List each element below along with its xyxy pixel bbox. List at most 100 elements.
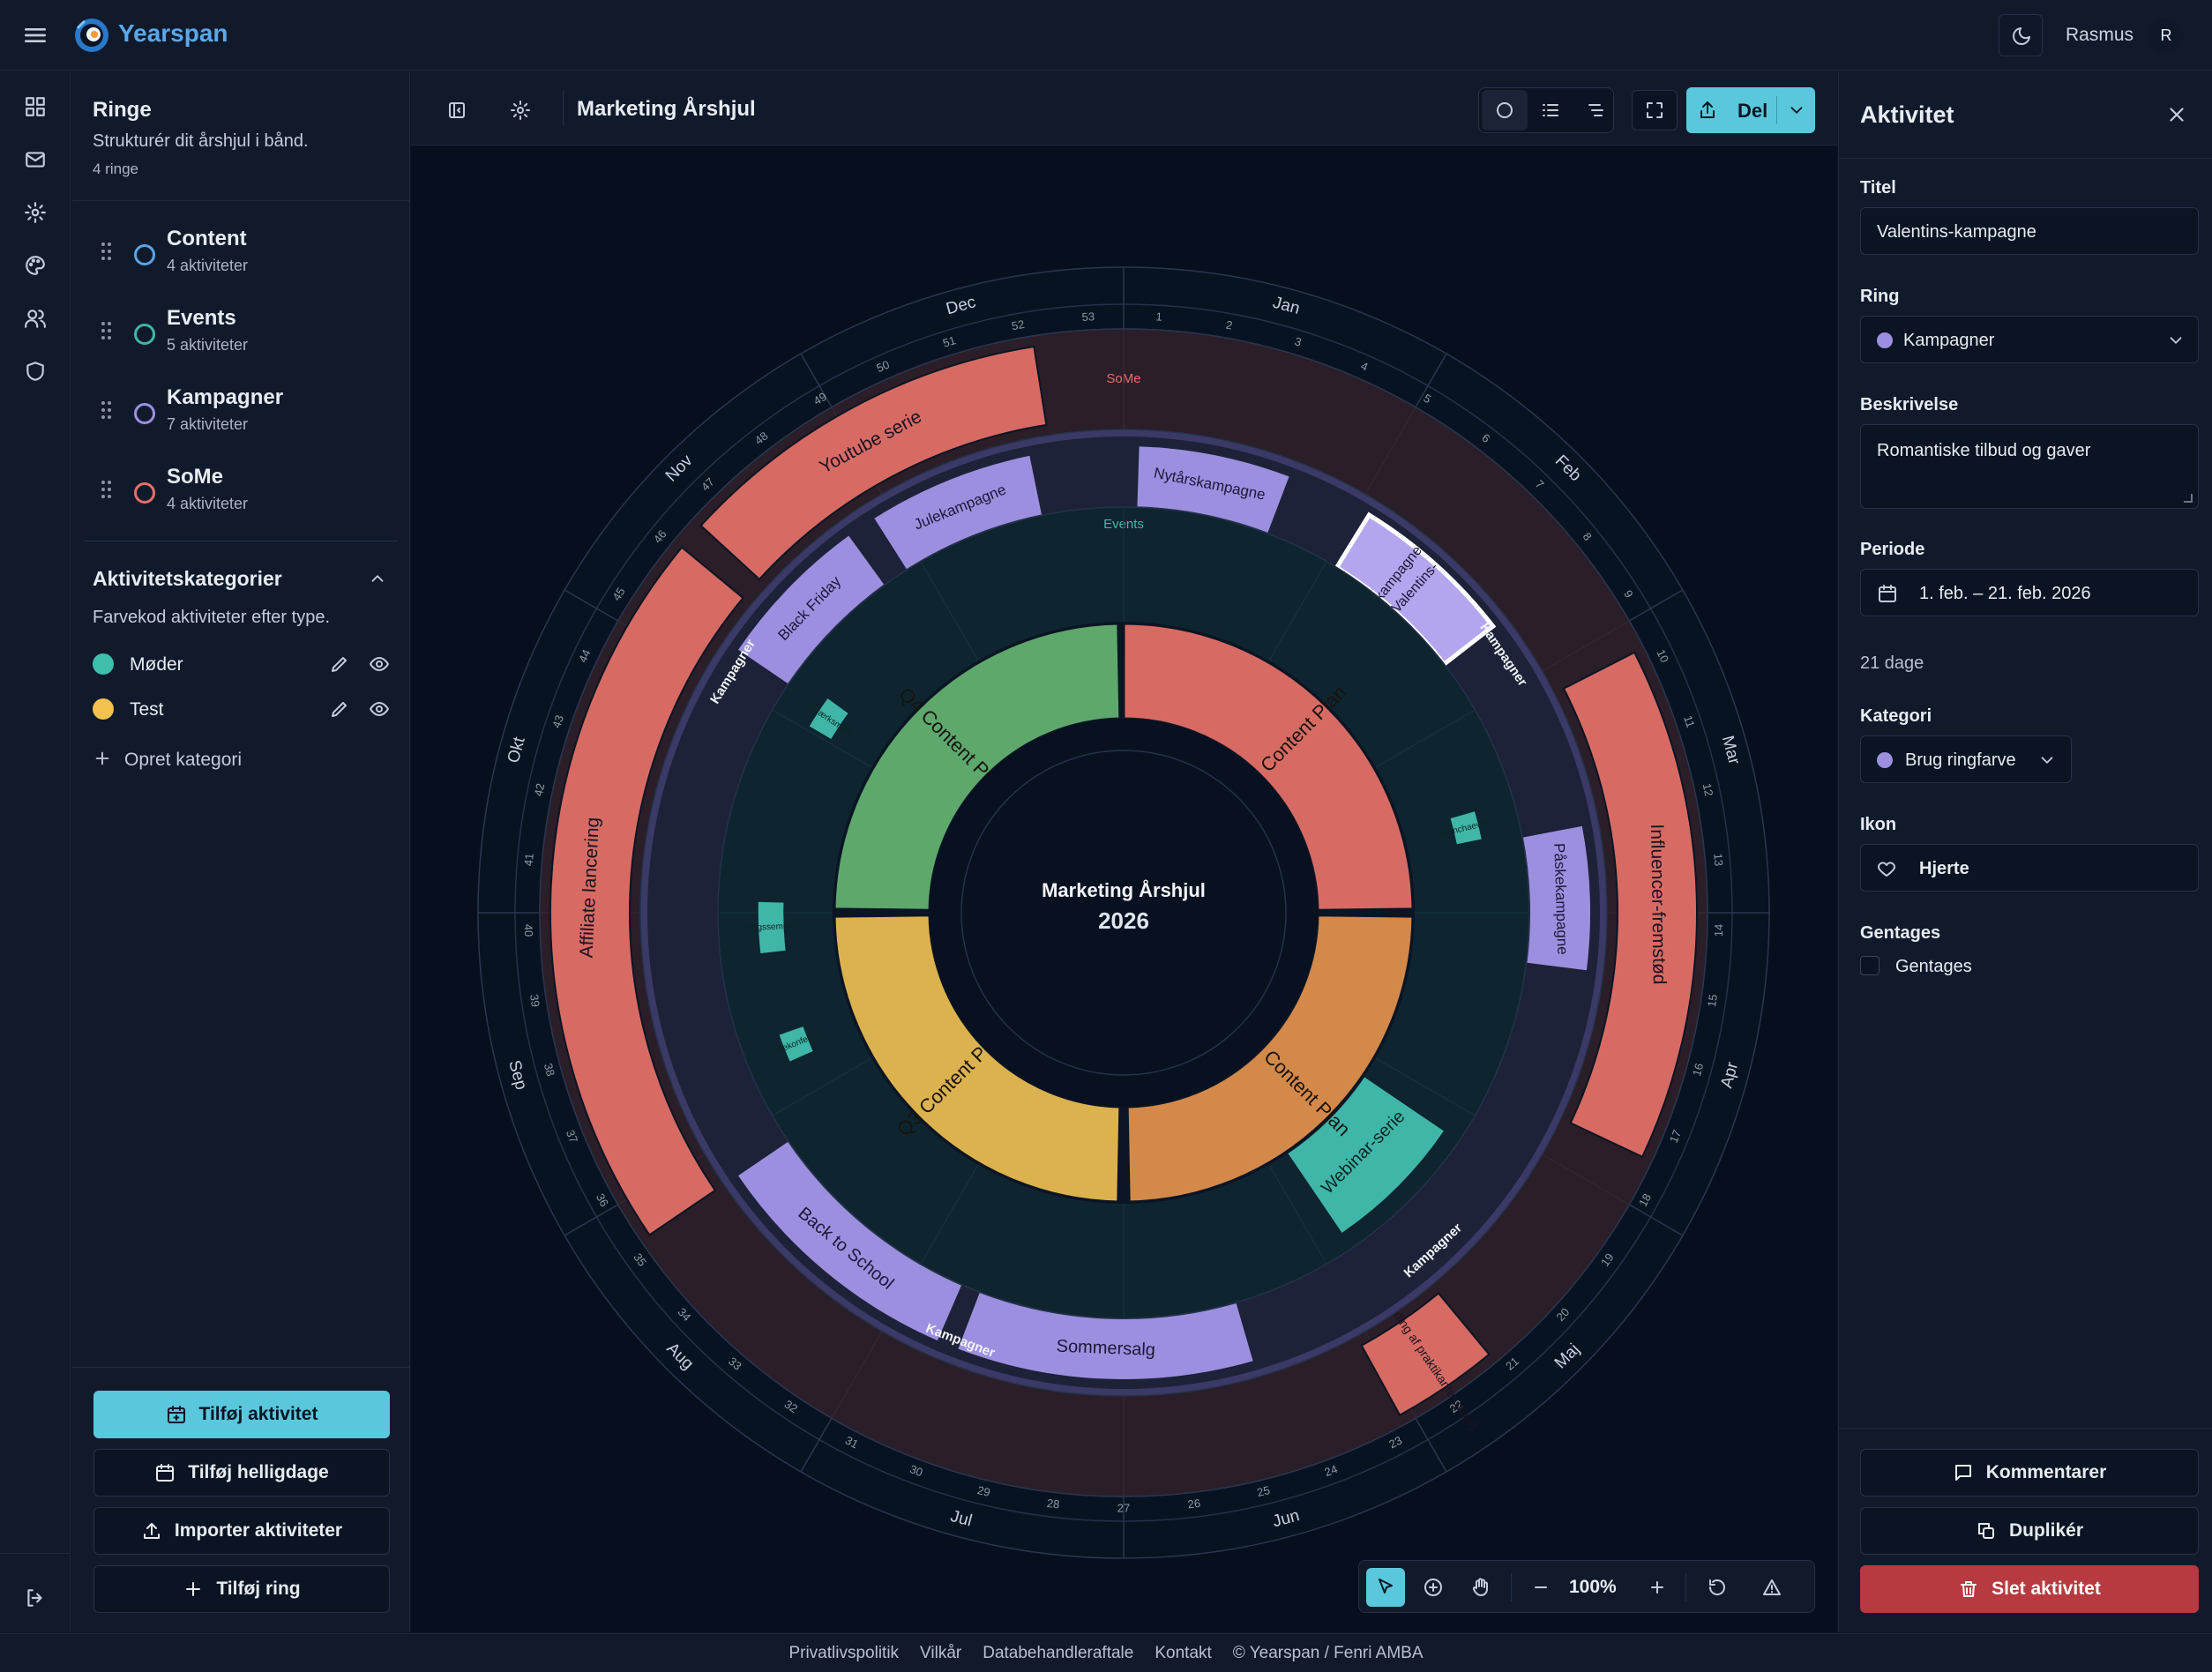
drag-handle-icon[interactable] (101, 322, 112, 340)
toggle-sidebar-button[interactable] (434, 90, 480, 131)
select-tool-button[interactable] (1366, 1568, 1405, 1607)
icon-value: Hjerte (1919, 859, 1969, 878)
week-label: 30 (908, 1462, 925, 1479)
add-point-tool-button[interactable] (1414, 1568, 1453, 1607)
repeat-checkbox-label: Gentages (1895, 957, 1972, 976)
warnings-button[interactable] (1752, 1568, 1791, 1607)
import-activities-button[interactable]: Importer aktiviteter (93, 1507, 390, 1555)
avatar[interactable]: R (2148, 18, 2184, 53)
events-grid-line (920, 1164, 979, 1265)
add-activity-button[interactable]: Tilføj aktivitet (93, 1391, 390, 1438)
ring-color-icon (134, 482, 155, 504)
ring-value: Kampagner (1903, 331, 1995, 350)
settings-icon[interactable] (24, 201, 47, 224)
view-circle-button[interactable] (1482, 90, 1528, 131)
period-picker[interactable]: 1. feb. – 21. feb. 2026 (1860, 569, 2199, 616)
dashboard-icon[interactable] (24, 95, 47, 118)
comments-button[interactable]: Kommentarer (1860, 1449, 2199, 1497)
minus-icon (1535, 1586, 1547, 1588)
wheel-settings-button[interactable] (497, 90, 543, 131)
ring-item-some[interactable]: SoMe 4 aktiviteter (71, 451, 410, 530)
divider (71, 1367, 410, 1368)
week-label: 25 (1256, 1483, 1272, 1499)
drag-handle-icon[interactable] (101, 401, 112, 419)
add-holidays-button[interactable]: Tilføj helligdage (93, 1449, 390, 1497)
ring-count: 4 aktiviteter (167, 495, 249, 512)
fullscreen-button[interactable] (1632, 90, 1678, 131)
resize-handle-icon[interactable] (2184, 494, 2193, 503)
logout-icon[interactable] (24, 1586, 47, 1609)
ring-select[interactable]: Kampagner (1860, 316, 2199, 363)
view-timeline-button[interactable] (1573, 90, 1619, 131)
wheel-center-year: 2026 (1098, 907, 1149, 934)
eye-icon[interactable] (368, 653, 391, 675)
share-button[interactable]: Del (1686, 87, 1815, 133)
category-item-test[interactable]: Test (71, 690, 410, 728)
description-textarea[interactable]: Romantiske tilbud og gaver (1860, 424, 2199, 509)
comment-icon (1954, 1465, 1971, 1481)
upload-icon (143, 1523, 160, 1539)
activity-some[interactable] (699, 345, 1048, 581)
activity-some[interactable] (1360, 1292, 1491, 1416)
category-item-moder[interactable]: Møder (71, 645, 410, 683)
icon-picker[interactable]: Hjerte (1860, 844, 2199, 892)
ring-color-icon (134, 403, 155, 424)
menu-icon[interactable] (21, 21, 49, 49)
pan-tool-button[interactable] (1461, 1568, 1500, 1607)
period-value: 1. feb. – 21. feb. 2026 (1919, 584, 2091, 603)
app-name[interactable]: Yearspan (118, 19, 228, 47)
drag-handle-icon[interactable] (101, 243, 112, 260)
palette-icon[interactable] (24, 254, 47, 277)
drag-handle-icon[interactable] (101, 481, 112, 498)
footer-link-contact[interactable]: Kontakt (1155, 1643, 1212, 1662)
repeat-checkbox[interactable]: Gentages (1860, 954, 2036, 979)
eye-icon[interactable] (368, 698, 391, 720)
ring-item-kampagner[interactable]: Kampagner 7 aktiviteter (71, 371, 410, 451)
footer-link-privacy[interactable]: Privatlivspolitik (788, 1643, 900, 1662)
activity-some[interactable] (549, 546, 744, 1236)
view-list-button[interactable] (1528, 90, 1573, 131)
add-ring-button[interactable]: Tilføj ring (93, 1565, 390, 1613)
chevron-up-icon[interactable] (368, 569, 387, 588)
activity-some[interactable] (1562, 651, 1698, 1159)
theme-toggle-button[interactable] (1999, 14, 2043, 56)
close-icon[interactable] (2165, 103, 2188, 126)
duration-text: 21 dage (1860, 653, 1924, 673)
month-divider (564, 1204, 619, 1236)
ring-count: 4 aktiviteter (167, 257, 249, 274)
ring-item-events[interactable]: Events 5 aktiviteter (71, 292, 410, 371)
yearspan-logo-icon[interactable] (72, 16, 111, 55)
events-grid-line (772, 1057, 872, 1116)
zoom-out-button[interactable] (1521, 1568, 1560, 1607)
users-icon[interactable] (24, 307, 47, 330)
activity-events[interactable] (807, 697, 850, 742)
activity-events[interactable] (1448, 810, 1483, 846)
chevron-down-icon[interactable] (1787, 101, 1806, 120)
zoom-in-button[interactable] (1638, 1568, 1677, 1607)
share-label: Del (1737, 100, 1768, 122)
duplicate-button[interactable]: Duplikér (1860, 1507, 2199, 1555)
cursor-icon (1379, 1579, 1393, 1594)
ring-item-content[interactable]: Content 4 aktiviteter (71, 213, 410, 292)
activity-events[interactable] (757, 900, 788, 955)
user-name[interactable]: Rasmus (2066, 25, 2134, 45)
delete-activity-button[interactable]: Slet aktivitet (1860, 1565, 2199, 1613)
reset-view-button[interactable] (1698, 1568, 1737, 1607)
category-select[interactable]: Brug ringfarve (1860, 735, 2072, 783)
pencil-icon[interactable] (329, 653, 350, 675)
title-input[interactable]: Valentins-kampagne (1860, 207, 2199, 255)
zoom-toolbar: 100% (1358, 1560, 1815, 1613)
circle-icon (1497, 102, 1513, 118)
pencil-icon[interactable] (329, 698, 350, 720)
inbox-icon[interactable] (24, 148, 47, 171)
activity-events[interactable] (777, 1025, 815, 1064)
footer-link-terms[interactable]: Vilkår (920, 1643, 962, 1662)
period-label: Periode (1860, 540, 1925, 559)
shield-icon[interactable] (24, 360, 47, 383)
footer-link-dpa[interactable]: Databehandleraftale (983, 1643, 1134, 1662)
calendar-plus-icon (167, 1406, 185, 1423)
create-category-button[interactable]: Opret kategori (93, 743, 304, 773)
week-label: 41 (521, 853, 535, 867)
